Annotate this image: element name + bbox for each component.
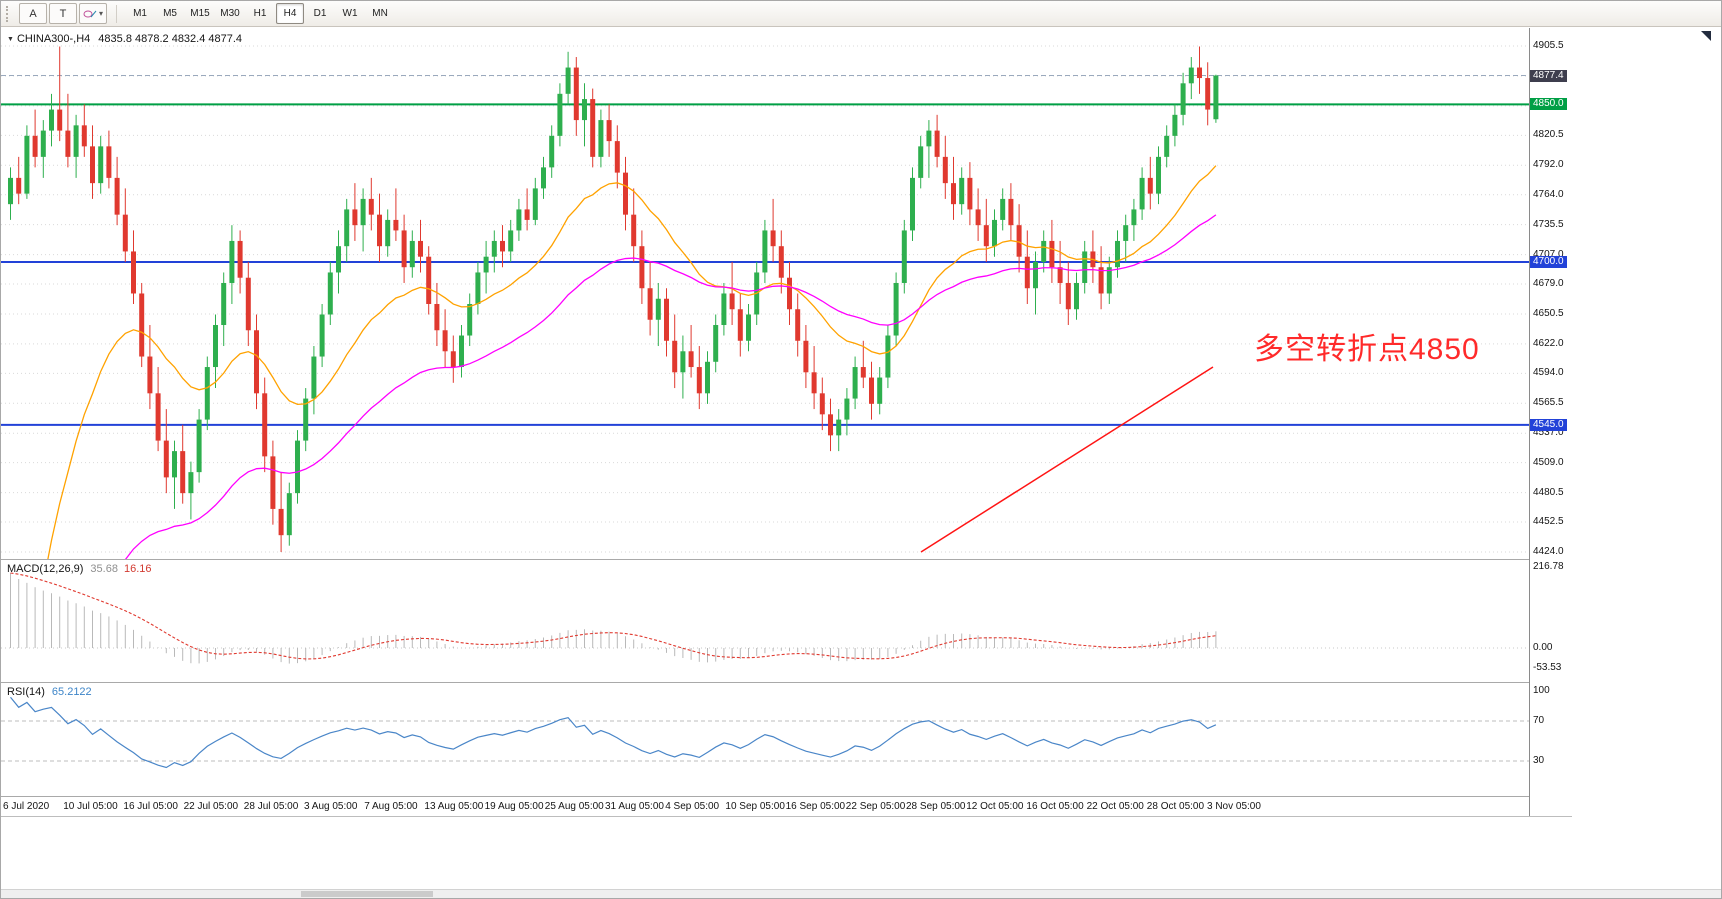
axis-tick-label: 4622.0 (1533, 337, 1564, 349)
time-axis-label: 22 Jul 05:00 (183, 801, 239, 812)
axis-tick-label: 4905.5 (1533, 40, 1564, 51)
time-axis-label: 7 Aug 05:00 (364, 801, 418, 812)
macd-scale-label: 0.00 (1533, 642, 1553, 653)
current-price-badge: 4877.4 (1530, 69, 1567, 82)
time-axis-label: 25 Aug 05:00 (544, 801, 604, 812)
time-axis-label: 10 Sep 05:00 (725, 801, 785, 812)
time-axis-label: 13 Aug 05:00 (424, 801, 484, 812)
rsi-panel-separator[interactable] (1, 682, 1571, 683)
timeframe-button-mn[interactable]: MN (372, 8, 388, 19)
axis-tick-label: 4679.0 (1533, 278, 1564, 290)
macd-header: MACD(12,26,9) 35.68 16.16 (7, 563, 151, 575)
window-corner-icon (1701, 31, 1711, 41)
time-axis-label: 28 Jul 05:00 (243, 801, 299, 812)
chart-annotation-text: 多空转折点4850 (1254, 333, 1480, 366)
axis-tick-label: 4537.0 (1533, 427, 1564, 439)
axis-tick-label: 4594.0 (1533, 367, 1564, 379)
time-axis-separator (1, 796, 1571, 797)
rsi-scale-label: 70 (1533, 715, 1545, 726)
time-axis-label: 16 Jul 05:00 (123, 801, 178, 812)
price-chart-canvas[interactable] (1, 28, 1529, 559)
price-badge-4700.0: 4700.0 (1530, 255, 1567, 268)
macd-signal-value: 16.16 (123, 563, 152, 575)
chevron-down-icon: ▾ (99, 9, 104, 18)
axis-tick-label: 4424.0 (1533, 546, 1564, 557)
time-axis-label: 16 Sep 05:00 (785, 801, 846, 812)
macd-scale-label: 216.78 (1533, 561, 1564, 572)
toolbar: A T ▾ M1 M5 M15 M30 H1 H4 D1 W1 MN (1, 1, 1721, 27)
time-axis-label: 3 Aug 05:00 (304, 801, 358, 812)
timeframe-button-m5[interactable]: M5 (163, 8, 177, 19)
symbol-label: CHINA300-,H4 (16, 33, 91, 45)
time-axis-label: 31 Aug 05:00 (605, 801, 664, 812)
text-tool-button[interactable]: T (49, 3, 77, 24)
price-axis[interactable]: 4905.54877.04848.54820.54792.04764.04735… (1529, 28, 1572, 816)
time-axis-label: 19 Aug 05:00 (484, 801, 544, 812)
scrollbar-thumb[interactable] (301, 891, 433, 897)
rsi-label: RSI(14) (7, 686, 45, 698)
time-axis-label: 4 Sep 05:00 (665, 801, 720, 812)
rsi-value: 65.2122 (51, 686, 92, 698)
rsi-header: RSI(14) 65.2122 (7, 686, 92, 698)
arrow-tool-button[interactable]: A (19, 3, 47, 24)
timeframe-button-d1[interactable]: D1 (313, 8, 327, 19)
time-axis[interactable]: 6 Jul 2020 10 Jul 05:00 16 Jul 05:00 22 Jul… (1, 797, 1529, 816)
timeframe-button-w1[interactable]: W1 (342, 8, 358, 19)
shapes-dropdown[interactable]: ▾ (79, 3, 108, 24)
macd-canvas[interactable] (1, 560, 1529, 681)
timeframe-button-h4[interactable]: H4 (276, 3, 305, 24)
symbol-dropdown-icon[interactable]: ▼ (7, 36, 14, 43)
time-axis-label: 28 Sep 05:00 (906, 801, 966, 812)
time-axis-label: 10 Jul 05:00 (63, 801, 118, 812)
chart-window: ▼ CHINA300-,H4 4835.8 4878.2 4832.4 4877.4… (1, 28, 1572, 817)
axis-tick-label: 4565.5 (1533, 397, 1564, 409)
rsi-scale-label: 30 (1533, 755, 1545, 766)
axis-tick-label: 4480.5 (1533, 486, 1564, 498)
rsi-canvas[interactable] (1, 683, 1529, 796)
axis-tick-label: 4764.0 (1533, 188, 1564, 200)
macd-label: MACD(12,26,9) (7, 563, 84, 575)
toolbar-separator (116, 4, 118, 23)
time-axis-label: 22 Oct 05:00 (1086, 801, 1144, 812)
axis-tick-label: 4735.5 (1533, 218, 1564, 230)
timeframe-bar: M1 M5 M15 M30 H1 H4 D1 W1 MN (125, 3, 395, 24)
axis-tick-label: 4509.0 (1533, 456, 1564, 468)
timeframe-button-m1[interactable]: M1 (133, 8, 147, 19)
time-axis-label: 28 Oct 05:00 (1146, 801, 1205, 812)
time-axis-label: 16 Oct 05:00 (1026, 801, 1084, 812)
toolbar-grip[interactable] (6, 5, 12, 22)
rsi-scale-label: 100 (1533, 685, 1550, 696)
macd-scale-label: -53.53 (1533, 662, 1562, 673)
axis-tick-label: 4792.0 (1533, 159, 1564, 171)
macd-panel-separator[interactable] (1, 559, 1571, 560)
timeframe-button-m30[interactable]: M30 (220, 8, 240, 19)
axis-tick-label: 4650.5 (1533, 307, 1564, 319)
horizontal-scrollbar[interactable] (1, 889, 1721, 898)
time-axis-label: 12 Oct 05:00 (966, 801, 1024, 812)
price-badge-4850.0: 4850.0 (1530, 98, 1567, 111)
chart-title: ▼ CHINA300-,H4 4835.8 4878.2 4832.4 4877.4 (7, 33, 242, 45)
time-axis-label: 3 Nov 05:00 (1207, 801, 1261, 812)
macd-main-value: 35.68 (90, 563, 118, 575)
axis-tick-label: 4452.5 (1533, 516, 1564, 528)
axis-tick-label: 4707.0 (1533, 248, 1564, 260)
timeframe-button-m15[interactable]: M15 (190, 8, 210, 19)
time-axis-label: 22 Sep 05:00 (845, 801, 906, 812)
axis-tick-label: 4820.5 (1533, 129, 1564, 141)
price-badge-4545.0: 4545.0 (1530, 418, 1567, 431)
time-axis-label: 6 Jul 2020 (3, 801, 50, 812)
ohlc-values: 4835.8 4878.2 4832.4 4877.4 (98, 33, 243, 45)
shapes-icon (83, 10, 97, 17)
timeframe-button-h1[interactable]: H1 (253, 8, 267, 19)
